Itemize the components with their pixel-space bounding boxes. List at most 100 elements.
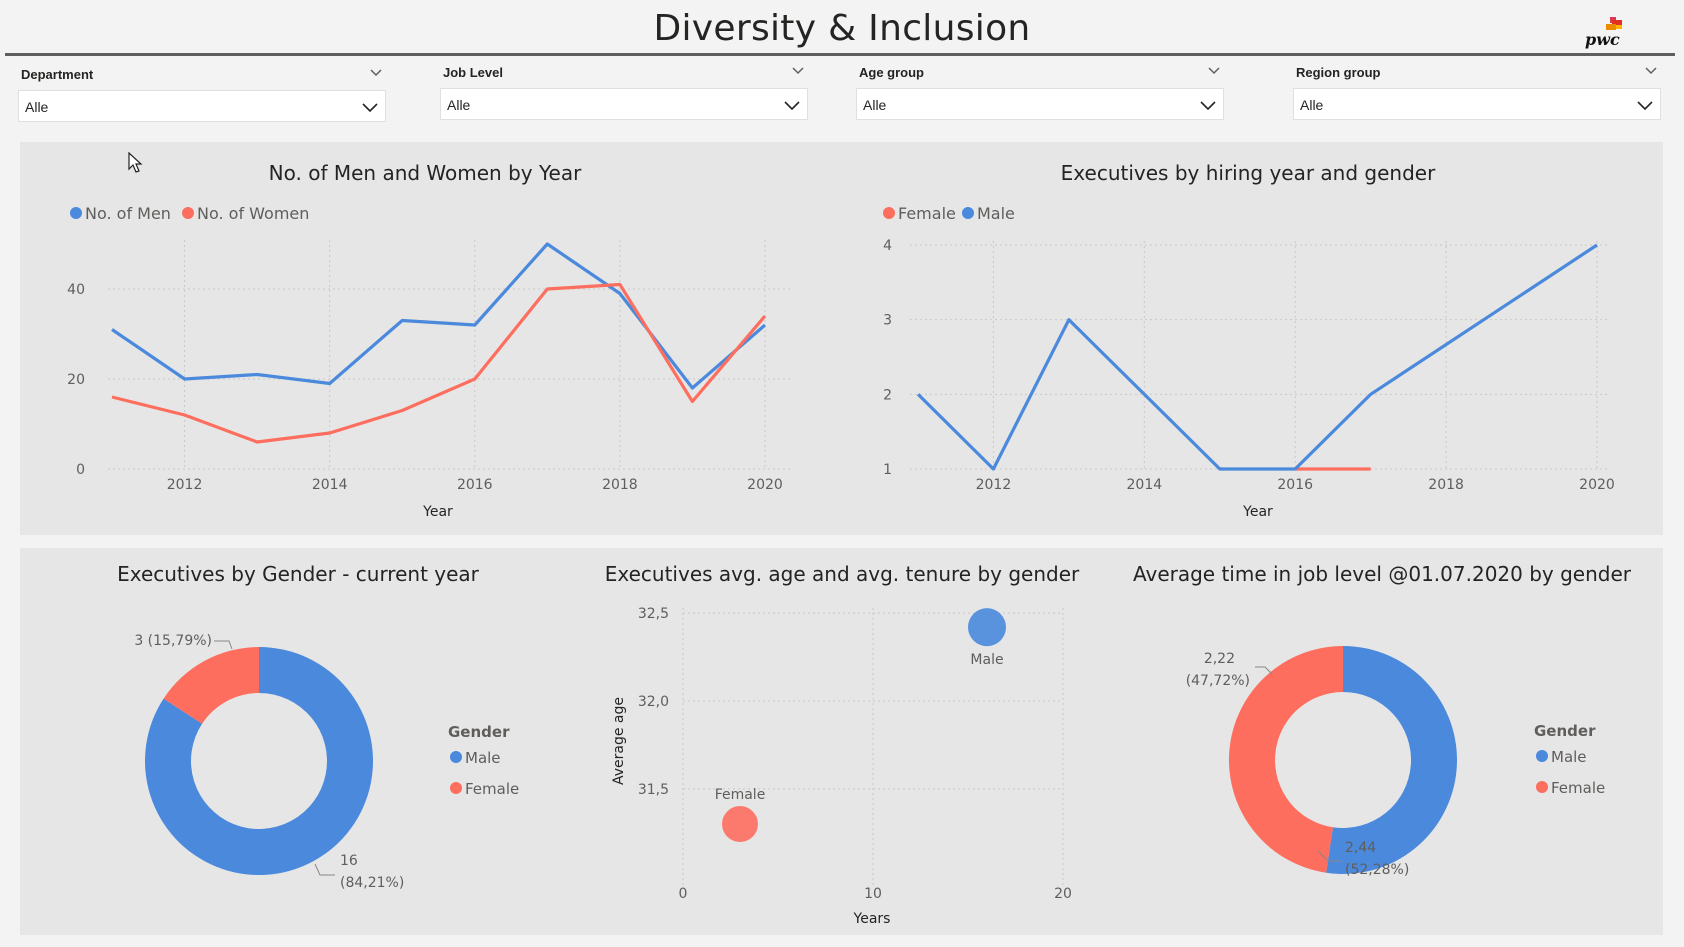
slice-label-female-percent: (47,72%) bbox=[1186, 673, 1250, 689]
legend-label-male[interactable]: Male bbox=[977, 204, 1015, 223]
legend-label-men[interactable]: No. of Men bbox=[85, 204, 171, 223]
x-tick-label: 2016 bbox=[1277, 477, 1313, 493]
x-tick-label: 0 bbox=[679, 886, 688, 902]
donut-slice-female[interactable] bbox=[163, 647, 259, 724]
filter-age-group-label: Age group bbox=[859, 65, 924, 80]
filter-department-value: Alle bbox=[25, 99, 49, 115]
men-women-by-year-chart[interactable]: No. of Men and Women by Year No. of Men … bbox=[20, 142, 840, 535]
scatter-point-female[interactable] bbox=[722, 806, 758, 843]
x-tick-label: 2020 bbox=[747, 477, 783, 493]
page-title: Diversity & Inclusion bbox=[653, 8, 1031, 49]
x-tick-label: 2012 bbox=[167, 477, 203, 493]
x-axis-label: Year bbox=[1242, 504, 1273, 520]
chevron-down-icon[interactable] bbox=[1207, 65, 1221, 75]
leader-line bbox=[1317, 850, 1342, 862]
y-tick-label: 4 bbox=[883, 238, 892, 254]
filter-job-level-label: Job Level bbox=[443, 65, 503, 80]
legend-marker-female bbox=[1536, 781, 1548, 793]
x-tick-label: 2016 bbox=[457, 477, 493, 493]
x-axis-label: Years bbox=[853, 911, 891, 927]
y-tick-label: 40 bbox=[67, 282, 85, 298]
legend-label-male[interactable]: Male bbox=[465, 749, 501, 767]
y-tick-label: 31,5 bbox=[638, 782, 669, 798]
filter-department-dropdown[interactable]: Alle bbox=[18, 90, 386, 122]
title-divider bbox=[5, 53, 1675, 56]
x-tick-label: 2018 bbox=[602, 477, 638, 493]
legend-marker-men bbox=[70, 207, 82, 219]
y-tick-label: 32,0 bbox=[638, 694, 669, 710]
slice-label-male-value: 16 bbox=[340, 853, 358, 869]
bottom-charts-panel bbox=[20, 548, 1663, 935]
x-tick-label: 2018 bbox=[1428, 477, 1464, 493]
filter-department[interactable]: Department Alle bbox=[18, 63, 388, 135]
y-axis-label: Average age bbox=[611, 697, 627, 785]
donut-slice-female[interactable] bbox=[1228, 646, 1343, 873]
leader-line bbox=[1255, 666, 1273, 675]
chart-title: Average time in job level @01.07.2020 by… bbox=[1133, 562, 1632, 586]
legend-label-female[interactable]: Female bbox=[1551, 779, 1605, 797]
filter-age-group-value: Alle bbox=[863, 97, 887, 113]
y-tick-label: 2 bbox=[883, 387, 892, 403]
x-tick-label: 2014 bbox=[1127, 477, 1163, 493]
legend-label-female[interactable]: Female bbox=[465, 780, 519, 798]
filter-job-level-dropdown[interactable]: Alle bbox=[440, 88, 808, 120]
scatter-point-male[interactable] bbox=[968, 608, 1006, 647]
filter-region-group[interactable]: Region group Alle bbox=[1293, 61, 1663, 133]
legend-label-women[interactable]: No. of Women bbox=[197, 204, 309, 223]
chart-title: Executives by hiring year and gender bbox=[1061, 161, 1436, 185]
filter-age-group[interactable]: Age group Alle bbox=[856, 61, 1226, 133]
executives-hiring-year-chart[interactable]: Executives by hiring year and gender Fem… bbox=[840, 142, 1663, 535]
pwc-logo-icon bbox=[1606, 17, 1622, 30]
chevron-down-icon[interactable] bbox=[1637, 100, 1653, 110]
y-tick-label: 0 bbox=[76, 462, 85, 478]
legend: Female Male bbox=[883, 204, 1015, 223]
legend-label-female[interactable]: Female bbox=[898, 204, 956, 223]
chart-title: Executives by Gender - current year bbox=[117, 562, 480, 586]
legend-marker-women bbox=[182, 207, 194, 219]
age-tenure-scatter-chart[interactable]: Executives avg. age and avg. tenure by g… bbox=[580, 548, 1100, 935]
avg-time-job-level-chart[interactable]: Average time in job level @01.07.2020 by… bbox=[1100, 548, 1663, 935]
series-line-male bbox=[916, 243, 1598, 471]
slice-label-male-value: 2,44 bbox=[1345, 840, 1376, 856]
filter-age-group-dropdown[interactable]: Alle bbox=[856, 88, 1224, 120]
point-label-female: Female bbox=[715, 787, 766, 803]
chevron-down-icon[interactable] bbox=[369, 67, 383, 77]
executives-by-gender-chart[interactable]: Executives by Gender - current year 3 (1… bbox=[20, 548, 580, 935]
chevron-down-icon[interactable] bbox=[791, 65, 805, 75]
y-tick-label: 32,5 bbox=[638, 606, 669, 622]
slice-label-male-percent: (84,21%) bbox=[340, 875, 404, 891]
series-line-no-of-women bbox=[111, 282, 767, 444]
chevron-down-icon[interactable] bbox=[784, 100, 800, 110]
legend-marker-female bbox=[450, 782, 462, 794]
chart-title: No. of Men and Women by Year bbox=[269, 161, 582, 185]
legend: Gender Male Female bbox=[448, 723, 519, 798]
filter-job-level-value: Alle bbox=[447, 97, 471, 113]
point-label-male: Male bbox=[970, 652, 1003, 668]
pwc-logo-text: pwc bbox=[1585, 30, 1620, 49]
y-tick-label: 20 bbox=[67, 372, 85, 388]
legend-marker-male bbox=[450, 751, 462, 763]
legend-label-male[interactable]: Male bbox=[1551, 748, 1587, 766]
x-tick-label: 10 bbox=[864, 886, 882, 902]
filter-region-group-value: Alle bbox=[1300, 97, 1324, 113]
slice-label-female-value: 2,22 bbox=[1204, 651, 1235, 667]
legend-marker-male bbox=[962, 207, 974, 219]
donut-slice-male[interactable] bbox=[1326, 646, 1457, 874]
x-tick-label: 20 bbox=[1054, 886, 1072, 902]
x-tick-label: 2014 bbox=[312, 477, 348, 493]
filter-department-label: Department bbox=[21, 67, 94, 82]
x-tick-label: 2020 bbox=[1579, 477, 1615, 493]
chevron-down-icon[interactable] bbox=[1200, 100, 1216, 110]
legend-title: Gender bbox=[448, 723, 510, 741]
slice-label-male-percent: (52,28%) bbox=[1345, 862, 1409, 878]
filter-job-level[interactable]: Job Level Alle bbox=[440, 61, 810, 133]
slice-label-female: 3 (15,79%) bbox=[134, 633, 212, 649]
y-tick-label: 3 bbox=[883, 313, 892, 329]
leader-line bbox=[214, 640, 233, 650]
chevron-down-icon[interactable] bbox=[1644, 65, 1658, 75]
y-tick-label: 1 bbox=[883, 462, 892, 478]
chevron-down-icon[interactable] bbox=[362, 102, 378, 112]
donut-slice-male[interactable] bbox=[144, 647, 373, 875]
mouse-cursor-icon bbox=[128, 152, 143, 173]
filter-region-group-dropdown[interactable]: Alle bbox=[1293, 88, 1661, 120]
